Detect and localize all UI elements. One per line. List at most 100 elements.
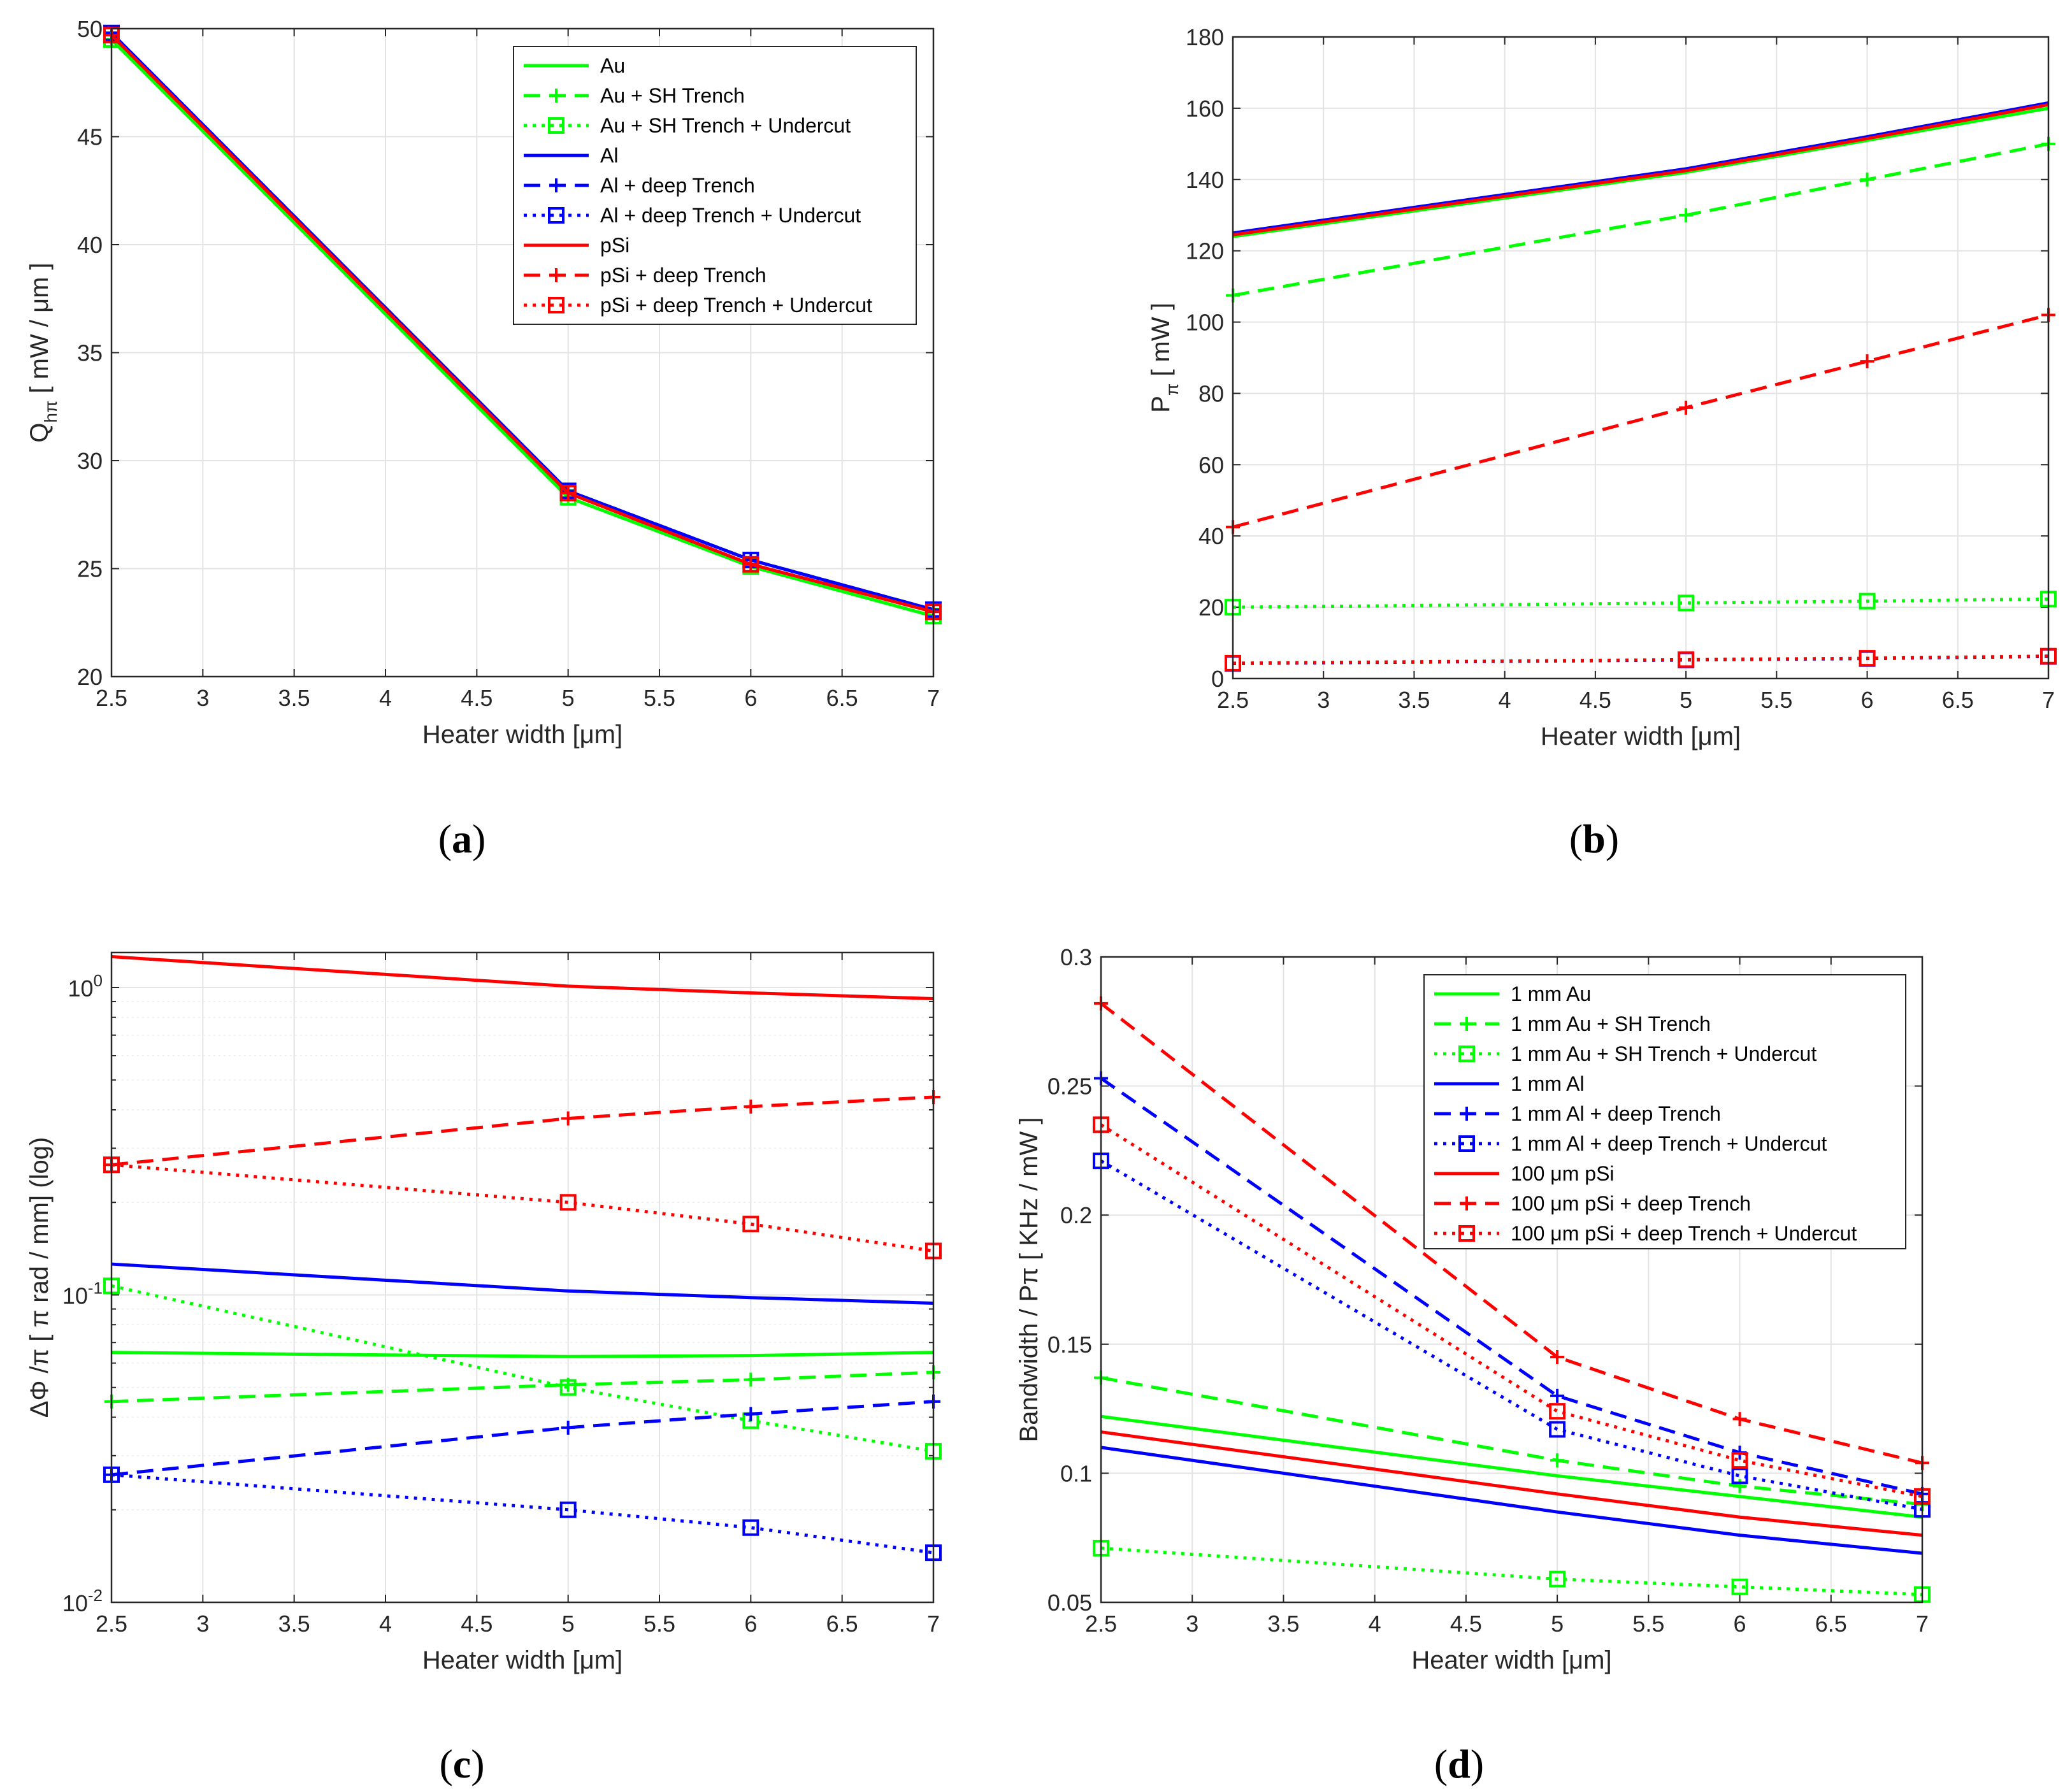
data-point-marker (1859, 593, 1876, 610)
data-point-marker (744, 1372, 758, 1387)
series-line (1100, 1414, 1923, 1519)
axes-box (110, 27, 935, 678)
legend-swatch-marker (1460, 1196, 1474, 1211)
x-tick-label: 4 (1369, 1611, 1381, 1637)
y-axis-label: Qhπ [ mW / μm ] (25, 262, 61, 442)
data-point-marker (1678, 651, 1695, 668)
x-tick-label: 3.5 (278, 1611, 310, 1637)
legend-swatch-marker (548, 117, 565, 134)
series-group (103, 955, 942, 1562)
series-group (1225, 101, 2057, 672)
x-tick-label: 7 (927, 1611, 940, 1637)
caption-open-paren: ( (1434, 1741, 1448, 1786)
panel-caption: (a) (438, 816, 486, 861)
series-line (111, 1163, 934, 1253)
data-point-marker (1860, 354, 1874, 369)
legend-entry-label: 1 mm Au + SH Trench (1511, 1012, 1711, 1035)
x-tick-label: 4.5 (461, 685, 493, 711)
y-tick-label: 20 (1198, 594, 1224, 621)
y-tick-label: 25 (77, 556, 103, 582)
data-point-marker (559, 1501, 577, 1518)
series-line (1232, 313, 2049, 529)
series-line (110, 38, 934, 618)
panel-caption: (b) (1569, 816, 1619, 861)
x-tick-label: 3 (196, 1611, 209, 1637)
y-axis-label: Pπ [ mW ] (1147, 303, 1182, 413)
chart-panel-a: 2.5 3 3.5 4 4.5 5 5.5 6 6.5 7 20 25 30 35 40 45 50 Heater… (25, 16, 942, 861)
caption-letter: b (1583, 816, 1606, 861)
legend-entry-label: Au + SH Trench (600, 84, 745, 107)
axes-box (1100, 956, 1924, 1604)
series-line (111, 1400, 934, 1477)
x-tick-label: 3.5 (1398, 687, 1430, 713)
x-axis-label: Heater width [μm] (422, 1646, 622, 1674)
x-tick-label: 3 (1186, 1611, 1198, 1637)
legend-swatch-marker (548, 207, 565, 224)
y-tick-label: 0.1 (1060, 1460, 1092, 1486)
caption-close-paren: ) (471, 1741, 484, 1786)
legend-entry-label: pSi + deep Trench + Undercut (600, 294, 872, 317)
series-line (110, 34, 934, 614)
plot-area (112, 952, 933, 1602)
y-tick-label-exponent: -2 (88, 1586, 103, 1605)
panel-caption: (d) (1434, 1741, 1484, 1786)
y-tick-label: 0.05 (1047, 1590, 1092, 1616)
y-tick-label-exponent: -1 (88, 1278, 103, 1297)
x-tick-label: 5 (1551, 1611, 1564, 1637)
data-point-marker (1550, 1388, 1565, 1403)
x-tick-label: 7 (1916, 1611, 1929, 1637)
legend-swatch-marker (1458, 1135, 1475, 1152)
legend-entry-label: Al (600, 144, 618, 167)
legend-swatch-marker (549, 89, 563, 103)
series-line (1100, 1077, 1923, 1496)
y-axis-label-subscript: π (1162, 384, 1182, 396)
legend-entry-label: pSi + deep Trench (600, 264, 766, 287)
data-point-marker (1859, 650, 1876, 667)
x-tick-label: 5.5 (644, 685, 675, 711)
legend-entry-label: 1 mm Au + SH Trench + Undercut (1511, 1042, 1817, 1065)
legend-entry-label: 100 μm pSi (1511, 1162, 1615, 1185)
series-line (1100, 1446, 1923, 1555)
x-tick-label: 2.5 (1217, 687, 1249, 713)
y-tick-label: 0.15 (1047, 1332, 1092, 1358)
data-point-marker (1732, 1412, 1747, 1426)
axes-box (110, 951, 935, 1604)
caption-close-paren: ) (1471, 1741, 1484, 1786)
x-tick-label: 6 (744, 1611, 757, 1637)
y-tick-label: 40 (77, 232, 103, 258)
x-axis-label: Heater width [μm] (422, 721, 622, 749)
panel-caption: (c) (439, 1741, 484, 1786)
legend-entry-label: 1 mm Al (1511, 1072, 1585, 1095)
data-point-marker (1678, 594, 1695, 612)
legend-swatch-marker (549, 268, 563, 282)
y-tick-label: 160 (1186, 96, 1224, 122)
data-point-marker (561, 1111, 575, 1126)
legend-swatch-marker (548, 297, 565, 313)
axis-ticks: 2.5 3 3.5 4 4.5 5 5.5 6 6.5 7 20 25 30 35 40 45 50 (77, 16, 940, 711)
y-axis-label-subscript: hπ (41, 401, 61, 423)
y-tick-label-exponent: 0 (94, 971, 103, 990)
y-tick-label: 180 (1186, 24, 1224, 50)
y-tick-label-base: 10 (62, 1590, 88, 1616)
x-tick-label: 4.5 (461, 1611, 493, 1637)
data-point-marker (1550, 1453, 1565, 1468)
chart-panel-d: 2.5 3 3.5 4 4.5 5 5.5 6 6.5 7 0.05 0.1 0.15 0.2 0.25 0.… (1015, 944, 1931, 1786)
series-line (111, 1473, 934, 1555)
series-line (1100, 1376, 1923, 1506)
data-point-marker (559, 1379, 577, 1396)
x-tick-label: 6.5 (1815, 1611, 1847, 1637)
x-tick-label: 5.5 (644, 1611, 675, 1637)
legend-entry-label: Au (600, 54, 625, 77)
series-line (111, 1370, 934, 1404)
x-tick-label: 3 (196, 685, 209, 711)
y-tick-label: 0.25 (1047, 1074, 1092, 1100)
y-axis-label-main: P (1147, 396, 1175, 413)
series-group (103, 24, 942, 625)
y-tick-label-base: 10 (62, 1282, 88, 1309)
series-line (1232, 106, 2049, 238)
series-line (1232, 654, 2049, 665)
data-point-marker (1549, 1570, 1566, 1588)
axis-ticks: 2.5 3 3.5 4 4.5 5 5.5 6 6.5 7 0.05 0.1 0.15 0.2 0.25 0.… (1047, 944, 1929, 1637)
